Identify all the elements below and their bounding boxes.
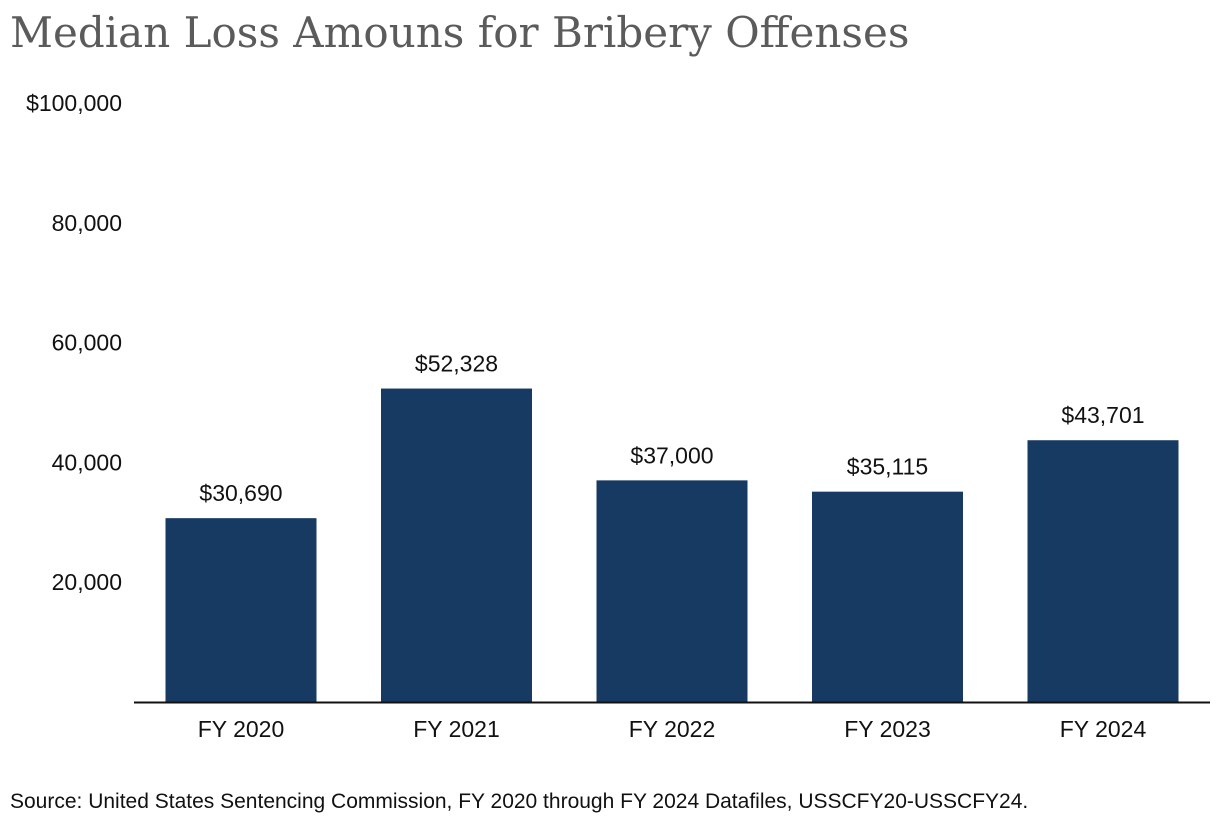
y-tick-label: 60,000 [52, 330, 122, 356]
y-tick-label: 20,000 [52, 569, 122, 595]
x-tick-label: FY 2022 [629, 716, 716, 742]
bar-value-label: $37,000 [630, 442, 713, 468]
y-tick-label: 40,000 [52, 449, 122, 475]
y-tick-label: $100,000 [26, 90, 122, 116]
y-axis-ticks: 20,000 40,000 60,000 80,000 $100,000 [26, 90, 122, 595]
source-note: Source: United States Sentencing Commiss… [10, 790, 1029, 813]
bar [381, 388, 532, 702]
x-tick-label: FY 2023 [844, 716, 931, 742]
bar [165, 518, 317, 702]
x-tick-label: FY 2024 [1060, 716, 1147, 742]
y-tick-label: 80,000 [52, 210, 122, 236]
bar [812, 491, 963, 702]
x-axis-labels: FY 2020 FY 2021 FY 2022 FY 2023 FY 2024 [198, 716, 1147, 742]
bar [1027, 440, 1179, 702]
bar-value-label: $35,115 [847, 454, 928, 480]
chart-title: Median Loss Amouns for Bribery Offenses [10, 8, 910, 57]
bar [596, 480, 748, 702]
bar-value-label: $30,690 [199, 480, 282, 506]
x-tick-label: FY 2021 [413, 716, 500, 742]
x-tick-label: FY 2020 [198, 716, 285, 742]
bars [165, 388, 1179, 702]
bar-value-label: $43,701 [1061, 402, 1144, 428]
data-labels: $30,690 $52,328 $37,000 $35,115 $43,701 [199, 351, 1144, 507]
bar-value-label: $52,328 [415, 351, 498, 377]
